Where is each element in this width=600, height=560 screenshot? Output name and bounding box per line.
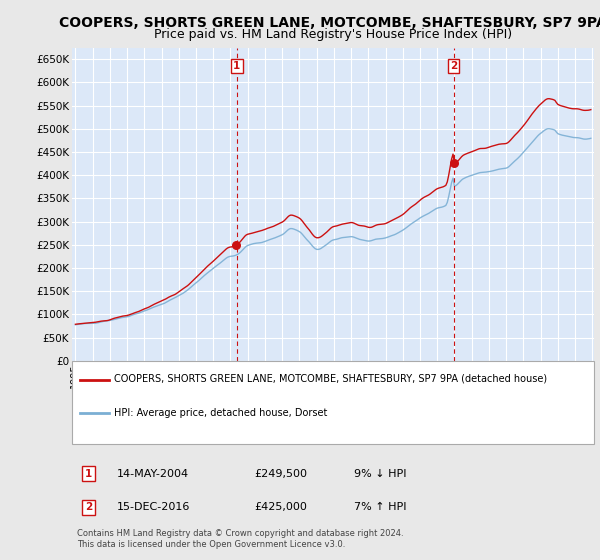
Text: 2: 2 [85,502,92,512]
Text: 1: 1 [233,62,241,71]
Text: COOPERS, SHORTS GREEN LANE, MOTCOMBE, SHAFTESBURY, SP7 9PA (detached house): COOPERS, SHORTS GREEN LANE, MOTCOMBE, SH… [114,374,547,384]
Text: Price paid vs. HM Land Registry's House Price Index (HPI): Price paid vs. HM Land Registry's House … [154,28,512,41]
Point [232,241,241,250]
Text: Contains HM Land Registry data © Crown copyright and database right 2024.
This d: Contains HM Land Registry data © Crown c… [77,529,404,549]
Text: COOPERS, SHORTS GREEN LANE, MOTCOMBE, SHAFTESBURY, SP7 9PA: COOPERS, SHORTS GREEN LANE, MOTCOMBE, SH… [59,16,600,30]
Text: 1: 1 [85,469,92,479]
Point [449,158,459,167]
Text: 14-MAY-2004: 14-MAY-2004 [116,469,188,479]
Text: HPI: Average price, detached house, Dorset: HPI: Average price, detached house, Dors… [114,408,327,418]
Text: £249,500: £249,500 [254,469,308,479]
Text: £425,000: £425,000 [254,502,308,512]
FancyBboxPatch shape [72,361,594,444]
Text: 7% ↑ HPI: 7% ↑ HPI [354,502,406,512]
Text: 15-DEC-2016: 15-DEC-2016 [116,502,190,512]
Text: 2: 2 [450,62,457,71]
Text: 9% ↓ HPI: 9% ↓ HPI [354,469,406,479]
